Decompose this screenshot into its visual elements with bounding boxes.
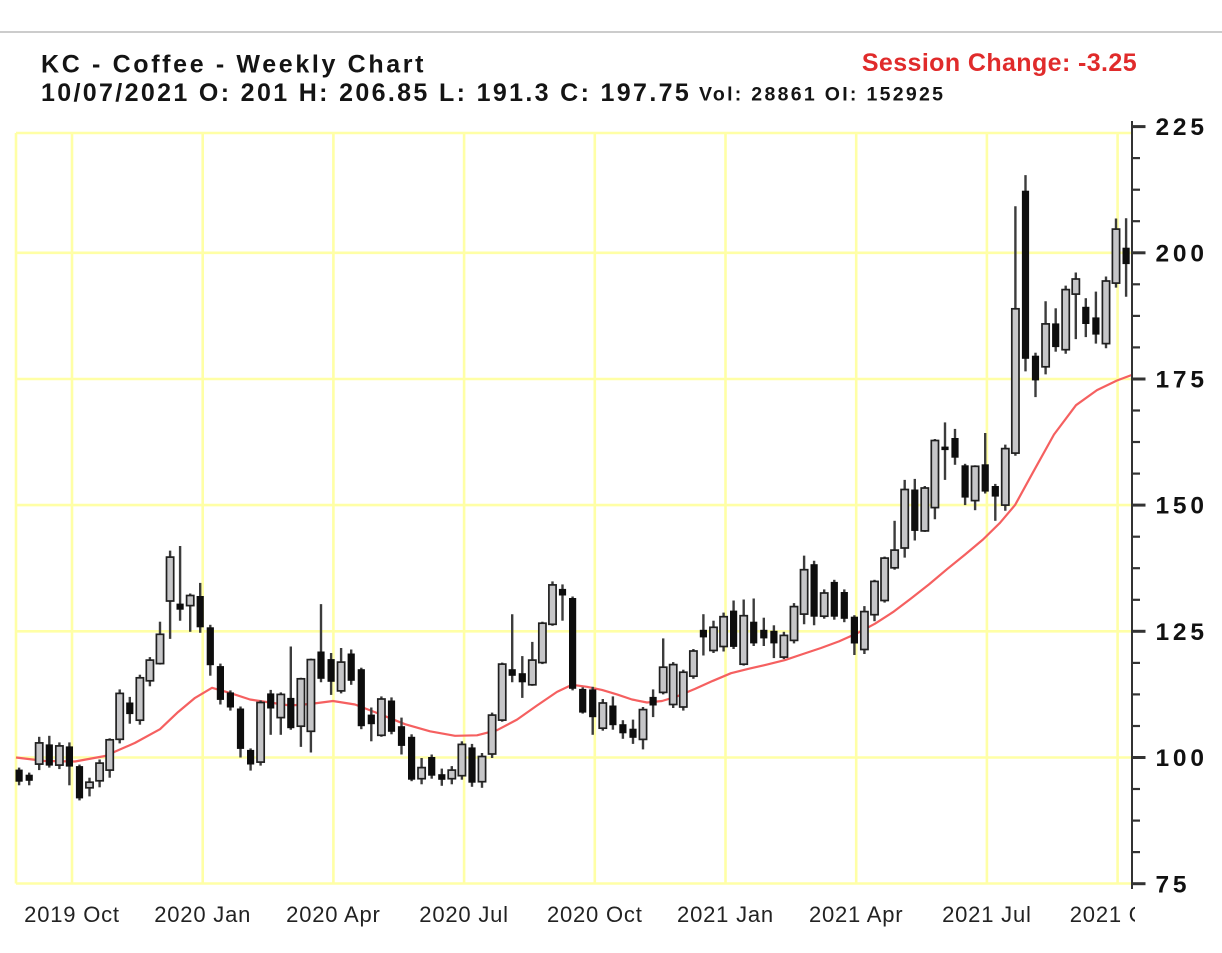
svg-text:200: 200 — [1156, 240, 1208, 267]
svg-text:2020 Jan: 2020 Jan — [154, 902, 251, 927]
svg-text:KC - Coffee - Weekly Chart: KC - Coffee - Weekly Chart — [41, 51, 426, 79]
svg-text:2020 Apr: 2020 Apr — [286, 902, 380, 927]
svg-text:Session Change: -3.25: Session Change: -3.25 — [862, 49, 1137, 77]
svg-text:2020 Oct: 2020 Oct — [547, 902, 643, 927]
svg-text:2020 Jul: 2020 Jul — [419, 902, 509, 927]
svg-text:150: 150 — [1156, 493, 1208, 520]
svg-text:2021 Jan: 2021 Jan — [677, 902, 774, 927]
svg-text:2021 Jul: 2021 Jul — [942, 902, 1032, 927]
svg-text:2021 Oct: 2021 Oct — [1070, 902, 1166, 927]
svg-text:Vol: 28861 OI: 152925: Vol: 28861 OI: 152925 — [699, 84, 945, 106]
svg-text:125: 125 — [1156, 619, 1208, 646]
svg-text:75: 75 — [1156, 871, 1191, 898]
svg-text:225: 225 — [1156, 114, 1208, 141]
svg-text:10/07/2021 O: 201 H: 206.85 L:: 10/07/2021 O: 201 H: 206.85 L: 191.3 C: … — [41, 79, 691, 107]
svg-text:2021 Apr: 2021 Apr — [809, 902, 903, 927]
svg-text:2019 Oct: 2019 Oct — [24, 902, 120, 927]
svg-text:100: 100 — [1156, 745, 1208, 772]
svg-text:175: 175 — [1156, 367, 1208, 394]
